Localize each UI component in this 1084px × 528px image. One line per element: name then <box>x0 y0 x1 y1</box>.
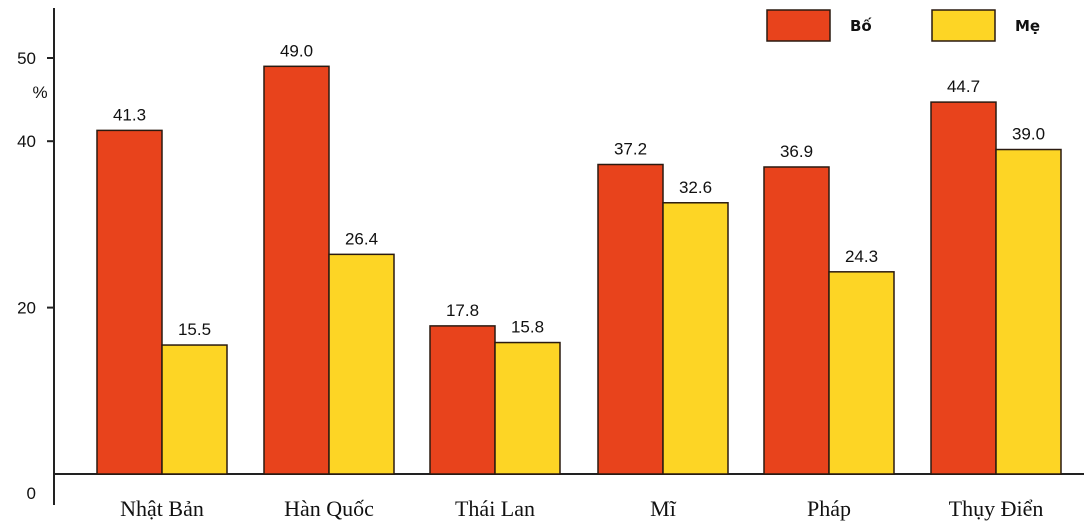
bar-me <box>995 148 1062 475</box>
bar-value-label: 32.6 <box>679 178 712 197</box>
data-labels: 41.3 15.5 49.0 26.4 17.8 15.8 37.2 32.6 36.9 24.3… <box>113 41 1045 339</box>
x-category-label: Thụy Điển <box>949 496 1044 521</box>
bar-me <box>328 253 395 475</box>
bar-value-label: 41.3 <box>113 105 146 124</box>
bar-bo <box>930 101 997 475</box>
x-category-label: Hàn Quốc <box>284 496 374 521</box>
y-axis-unit-label: % <box>32 83 47 102</box>
bar-me <box>161 344 228 475</box>
y-tick-label: 40 <box>17 132 36 151</box>
x-category-label: Pháp <box>807 496 851 521</box>
bar-value-label: 36.9 <box>780 142 813 161</box>
bar-value-label: 49.0 <box>280 41 313 60</box>
bar-bo <box>96 129 163 475</box>
bar-bo <box>597 163 664 475</box>
bar-value-label: 26.4 <box>345 229 378 248</box>
y-axis-ticks: 0 20 40 50 <box>17 49 54 503</box>
bar-value-label: 15.8 <box>511 318 544 337</box>
bar-me <box>662 202 729 475</box>
legend-swatch-bo <box>766 9 831 42</box>
bar-value-label: 15.5 <box>178 320 211 339</box>
legend: Bố Mẹ <box>766 9 1040 42</box>
bar-value-label: 39.0 <box>1012 125 1045 144</box>
bar-value-label: 37.2 <box>614 139 647 158</box>
x-category-label: Nhật Bản <box>120 496 204 521</box>
legend-swatch-me <box>931 9 996 42</box>
bar-bo <box>263 65 330 475</box>
x-category-label: Thái Lan <box>455 496 535 521</box>
bar-value-label: 17.8 <box>446 301 479 320</box>
legend-label-bo: Bố <box>850 16 872 35</box>
bars <box>96 65 1062 475</box>
x-category-label: Mĩ <box>650 496 677 521</box>
bar-value-label: 24.3 <box>845 247 878 266</box>
bar-value-label: 44.7 <box>947 77 980 96</box>
y-tick-label: 20 <box>17 299 36 318</box>
category-labels: Nhật Bản Hàn Quốc Thái Lan Mĩ Pháp Thụy Điển <box>120 496 1043 521</box>
bar-me <box>828 271 895 475</box>
y-tick-label: 0 <box>27 484 36 503</box>
y-tick-label: 50 <box>17 49 36 68</box>
legend-label-me: Mẹ <box>1015 17 1040 35</box>
bar-me <box>494 341 561 475</box>
bar-bo <box>763 166 830 475</box>
bar-bo <box>429 325 496 475</box>
